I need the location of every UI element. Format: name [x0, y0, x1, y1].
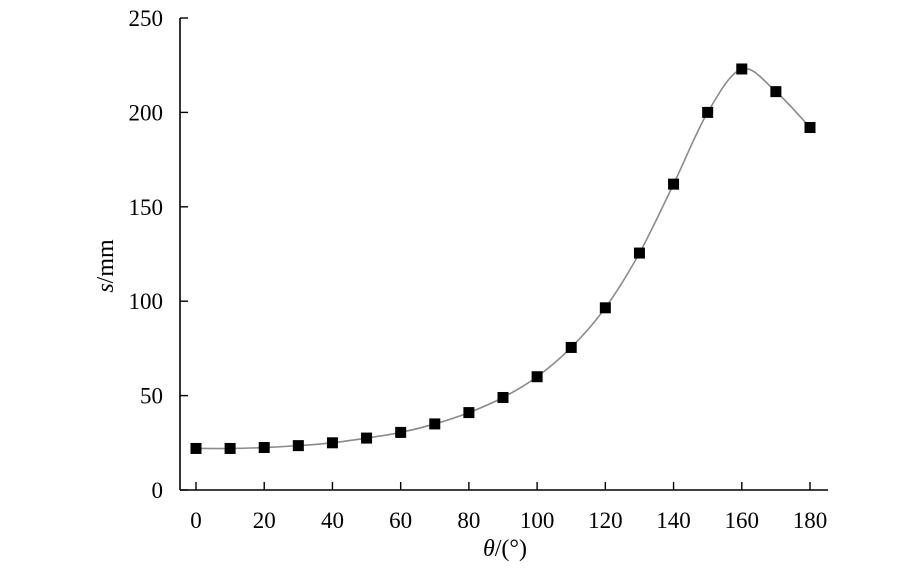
data-point [361, 432, 373, 444]
x-tick-label: 80 [457, 508, 480, 533]
data-point [804, 122, 816, 134]
data-point [702, 106, 714, 118]
x-tick-label: 180 [793, 508, 828, 533]
data-point [633, 247, 645, 259]
y-tick-label: 150 [129, 195, 164, 220]
data-point [190, 442, 202, 454]
x-axis-title: θ/(°) [483, 536, 527, 562]
x-tick-label: 40 [321, 508, 344, 533]
axis-title-unit: /(°) [495, 536, 527, 562]
data-point [326, 437, 338, 449]
y-tick-label: 50 [140, 384, 163, 409]
data-markers [190, 63, 816, 454]
x-tick-label: 160 [725, 508, 760, 533]
x-tick-label: 0 [190, 508, 202, 533]
x-tick-label: 120 [588, 508, 623, 533]
axis-title-unit: /mm [93, 239, 119, 283]
y-tick-label: 200 [129, 100, 164, 125]
axes [179, 18, 828, 491]
x-tick-label: 20 [253, 508, 276, 533]
data-point [565, 341, 577, 353]
data-point [463, 407, 475, 419]
y-tick-label: 250 [129, 6, 164, 31]
data-point [599, 302, 611, 314]
data-point [258, 442, 270, 454]
data-point [497, 391, 509, 403]
data-point [736, 63, 748, 75]
y-axis-title: s/mm [93, 239, 119, 293]
y-ticks: 0 50 100 150 200 250 [129, 6, 188, 503]
y-tick-label: 100 [129, 289, 164, 314]
data-point [224, 442, 236, 454]
x-ticks: 0 20 40 60 80 100 120 140 160 180 [190, 482, 827, 533]
y-tick-label: 0 [152, 478, 164, 503]
data-point [429, 418, 441, 430]
x-tick-label: 140 [656, 508, 691, 533]
data-point [395, 426, 407, 438]
x-tick-label: 60 [389, 508, 412, 533]
x-tick-label: 100 [520, 508, 555, 533]
data-point [292, 440, 304, 452]
axis-title-symbol: s [93, 283, 119, 292]
series-curve [195, 67, 811, 450]
axis-title-symbol: θ [483, 536, 495, 562]
data-point [668, 178, 680, 190]
data-point [531, 371, 543, 383]
data-point [770, 86, 782, 98]
